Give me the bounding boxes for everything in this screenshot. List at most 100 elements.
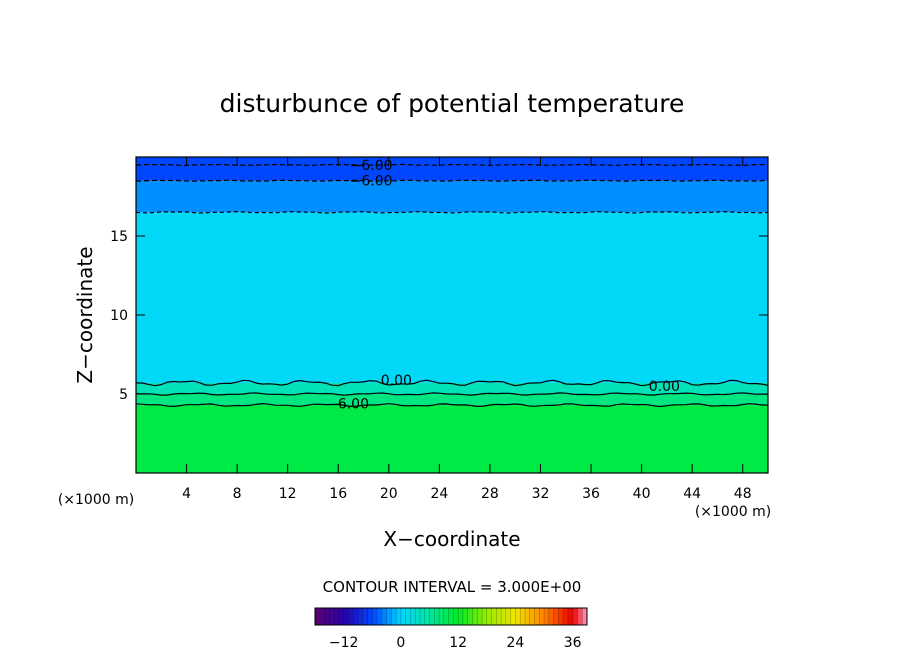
colorbar-segment xyxy=(334,608,340,625)
colorbar-segment xyxy=(534,608,540,625)
colorbar-segment xyxy=(377,608,383,625)
contour-line-0 xyxy=(136,402,768,408)
x-tick-label: 4 xyxy=(182,486,191,502)
contour-line-3 xyxy=(136,210,768,214)
contour-line-5 xyxy=(136,163,768,167)
colorbar-segment xyxy=(491,608,497,625)
colorbar-segment xyxy=(357,608,364,625)
colorbar-segment xyxy=(372,608,378,625)
colorbar-segment xyxy=(319,608,325,625)
contour-label: 6.00 xyxy=(338,396,369,412)
colorbar-segment xyxy=(520,608,526,625)
colorbar-segment xyxy=(458,608,464,625)
x-tick-label: 24 xyxy=(430,486,448,502)
colorbar-segment xyxy=(443,608,450,625)
colorbar-segment xyxy=(472,608,478,625)
colorbar-tick-label: 24 xyxy=(507,635,525,651)
y-tick-label: 10 xyxy=(110,308,128,324)
colorbar-segment xyxy=(577,608,583,625)
colorbar-frame xyxy=(314,607,588,626)
colorbar-segment xyxy=(515,608,521,625)
contour-interval-text: CONTOUR INTERVAL = 3.000E+00 xyxy=(323,578,582,596)
y-tick-label: 15 xyxy=(110,229,128,245)
contour-label: 0.00 xyxy=(381,373,412,389)
field-band-5 xyxy=(136,157,768,181)
colorbar-segment xyxy=(529,608,535,625)
colorbar-segment xyxy=(453,608,459,625)
colorbar-segment xyxy=(367,608,373,625)
chart-title: disturbunce of potential temperature xyxy=(220,89,685,118)
colorbar-segment xyxy=(381,608,387,625)
x-axis-label: X−coordinate xyxy=(383,527,520,551)
colorbar-segment xyxy=(410,608,416,625)
field-band-3 xyxy=(136,212,768,383)
contour-line-1 xyxy=(136,392,768,396)
colorbar-segment xyxy=(477,608,483,625)
colorbar-segment xyxy=(396,608,402,625)
y-unit-label: (×1000 m) xyxy=(58,492,134,508)
colorbar-segment xyxy=(324,608,330,625)
x-tick-label: 16 xyxy=(329,486,347,502)
colorbar-segment xyxy=(439,608,445,625)
y-axis-label: Z−coordinate xyxy=(73,246,97,383)
contour-line-4 xyxy=(136,179,768,182)
contour-label: −6.00 xyxy=(350,174,393,190)
colorbar-segment xyxy=(448,608,454,625)
colorbar-segment xyxy=(496,608,502,625)
x-tick-label: 12 xyxy=(279,486,297,502)
colorbar-segment xyxy=(424,608,430,625)
colorbar-segment xyxy=(505,608,512,625)
colorbar-segment xyxy=(419,608,426,625)
temperature-field xyxy=(136,157,768,473)
colorbar-segment xyxy=(524,608,531,625)
colorbar-tick-label: 36 xyxy=(564,635,582,651)
colorbar-segment xyxy=(434,608,440,625)
colorbar-segment xyxy=(582,608,588,625)
colorbar-segment xyxy=(353,608,359,625)
contour-label: −6.00 xyxy=(350,158,393,174)
colorbar-segment xyxy=(400,608,407,625)
colorbar-segment xyxy=(338,608,345,625)
colorbar-segment xyxy=(501,608,507,625)
colorbar-segment xyxy=(391,608,397,625)
y-axis-ticks: 5 10 15 xyxy=(110,229,768,403)
colorbar-segment xyxy=(348,608,354,625)
colorbar-segment xyxy=(405,608,411,625)
x-tick-label: 20 xyxy=(380,486,398,502)
x-tick-label: 48 xyxy=(734,486,752,502)
colorbar-segment xyxy=(467,608,473,625)
x-unit-label: (×1000 m) xyxy=(695,504,771,520)
colorbar-segment xyxy=(315,608,321,625)
x-tick-label: 32 xyxy=(532,486,550,502)
contour-label: 0.00 xyxy=(649,379,680,395)
colorbar-segment xyxy=(486,608,492,625)
colorbar-segment xyxy=(462,608,469,625)
colorbar-segment xyxy=(548,608,554,625)
y-tick-label: 5 xyxy=(119,387,128,403)
x-tick-label: 40 xyxy=(633,486,651,502)
colorbar-ticks: −12 0 12 24 36 xyxy=(329,635,582,651)
colorbar-segment xyxy=(429,608,435,625)
colorbar-segment xyxy=(567,608,574,625)
colorbar-segment xyxy=(510,608,516,625)
contour-labels: −6.00−6.00 0.00 0.00 6.00 xyxy=(338,158,680,413)
x-tick-label: 8 xyxy=(233,486,242,502)
x-tick-label: 36 xyxy=(582,486,600,502)
colorbar-tick-label: 0 xyxy=(396,635,405,651)
colorbar-tick-label: −12 xyxy=(329,635,359,651)
colorbar-segment xyxy=(362,608,368,625)
field-band-4 xyxy=(136,180,768,213)
colorbar-segment xyxy=(544,608,550,625)
colorbar-segment xyxy=(558,608,564,625)
x-tick-label: 44 xyxy=(683,486,701,502)
field-band-0 xyxy=(136,405,768,473)
field-band-2 xyxy=(136,382,768,394)
colorbar-segment xyxy=(482,608,488,625)
contour-lines xyxy=(136,163,768,408)
colorbar-segment xyxy=(343,608,349,625)
colorbar-tick-label: 12 xyxy=(449,635,467,651)
colorbar-segment xyxy=(563,608,569,625)
field-band-1 xyxy=(136,394,768,406)
colorbar xyxy=(314,607,588,626)
